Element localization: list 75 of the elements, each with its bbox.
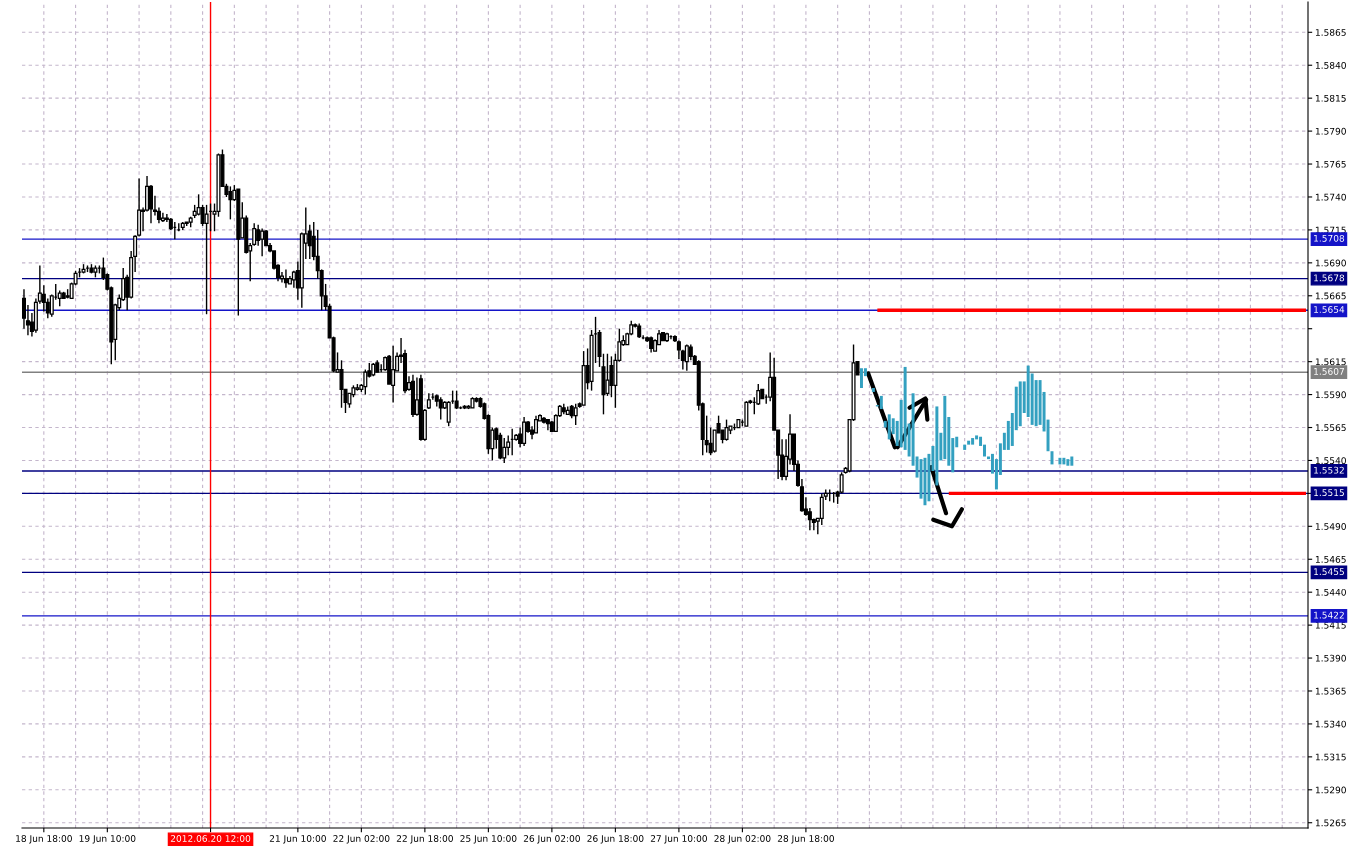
y-tick-label: 1.5865 (1315, 29, 1346, 36)
ref-line-label: 1.5515 (1314, 489, 1344, 496)
candlestick (744, 400, 749, 427)
y-tick-label: 1.5440 (1315, 588, 1346, 596)
y-tick-label: 1.5490 (1315, 523, 1346, 530)
y-tick-label: 1.5390 (1315, 654, 1346, 662)
ref-line-label: 1.5532 (1314, 466, 1344, 474)
y-tick-label: 1.5290 (1315, 786, 1346, 794)
candlestick (609, 355, 614, 398)
y-tick-label: 1.5665 (1315, 292, 1346, 300)
candlestick (363, 368, 368, 396)
candlestick (605, 353, 610, 397)
bar (971, 438, 975, 445)
ref-line-label: 1.5654 (1314, 306, 1345, 313)
candlestick (819, 492, 824, 526)
x-tick-label: 28 Jun 18:00 (777, 835, 834, 844)
y-tick-label: 1.5365 (1315, 687, 1346, 695)
y-tick-label: 1.5540 (1315, 457, 1346, 465)
y-tick-label: 1.5840 (1315, 61, 1346, 69)
candlestick (204, 204, 209, 315)
candlestick (454, 389, 459, 410)
x-tick-label: 25 Jun 10:00 (460, 835, 517, 844)
y-tick-label: 1.5415 (1315, 621, 1346, 629)
candlestick (518, 426, 523, 448)
candlestick (339, 359, 344, 409)
x-tick-label: 28 Jun 02:00 (714, 835, 771, 844)
ref-line-label: 1.5607 (1314, 367, 1344, 375)
bar (1062, 457, 1066, 465)
candlestick (438, 396, 443, 421)
x-tick-label: 22 Jun 18:00 (396, 835, 453, 844)
bar (963, 444, 967, 450)
x-tick-label: 26 Jun 18:00 (587, 835, 644, 844)
candlestick (148, 184, 154, 225)
candlestick (708, 426, 713, 456)
bar (859, 368, 863, 388)
x-tick-label: 19 Jun 10:00 (79, 835, 136, 844)
ref-line-label: 1.5708 (1314, 234, 1345, 242)
y-tick-label: 1.5465 (1315, 555, 1346, 563)
y-tick-label: 1.5740 (1315, 193, 1346, 201)
bar (1066, 459, 1070, 466)
bar (967, 440, 971, 445)
y-tick-label: 1.5815 (1315, 94, 1346, 102)
candlestick (283, 268, 288, 289)
y-tick-label: 1.5565 (1315, 424, 1346, 432)
candlestick (307, 223, 312, 260)
y-tick-label: 1.5265 (1315, 819, 1346, 827)
bar (1070, 456, 1074, 466)
bar (879, 395, 883, 410)
x-tick-label: 22 Jun 02:00 (333, 835, 390, 844)
y-tick-label: 1.5615 (1315, 358, 1346, 366)
bar (923, 457, 927, 506)
y-tick-label: 1.5765 (1315, 160, 1346, 168)
x-tick-label: 27 Jun 10:00 (650, 835, 707, 844)
y-tick-label: 1.5790 (1315, 127, 1346, 135)
x-tick-label: 26 Jun 02:00 (523, 835, 580, 844)
y-tick-label: 1.5315 (1315, 753, 1346, 761)
bar (871, 387, 875, 392)
x-tick-label: 2012.06.20 12:00 (170, 835, 251, 842)
x-tick-label: 21 Jun 10:00 (269, 835, 326, 844)
bar (1018, 381, 1022, 427)
candlestick (391, 345, 396, 404)
bar (887, 414, 891, 440)
candlestick (498, 432, 503, 460)
ref-line-label: 1.5422 (1314, 611, 1344, 619)
bar (1058, 457, 1062, 465)
candlestick (228, 185, 233, 221)
x-tick-label: 18 Jun 18:00 (16, 835, 72, 844)
y-tick-label: 1.5590 (1315, 391, 1346, 399)
y-tick-label: 1.5690 (1315, 259, 1346, 267)
y-tick-label: 1.5340 (1315, 720, 1346, 728)
ref-line-label: 1.5678 (1314, 274, 1345, 282)
ref-line-label: 1.5455 (1314, 568, 1344, 576)
bar (935, 406, 939, 486)
candlestick (502, 437, 507, 464)
candlestick (724, 418, 729, 442)
